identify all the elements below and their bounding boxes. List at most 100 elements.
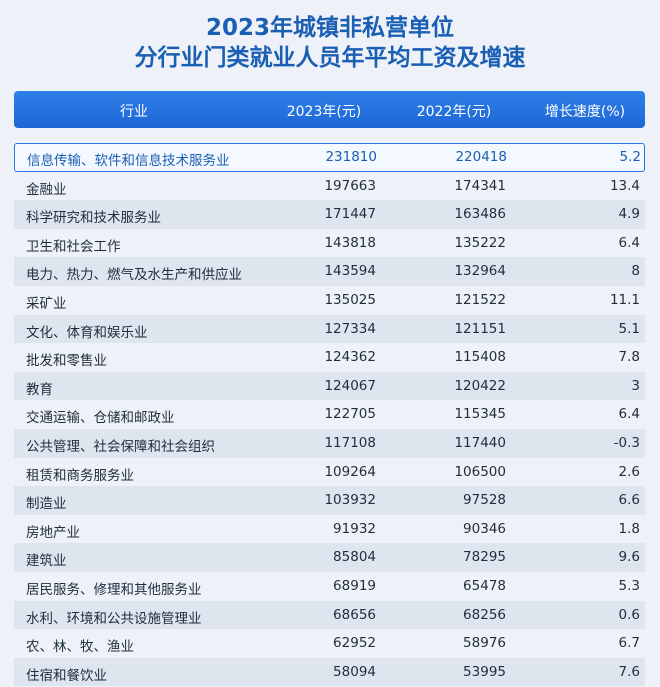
value-2022-cell: 120422 — [454, 377, 506, 394]
growth-rate-cell: -0.3 — [613, 434, 640, 451]
value-2022-cell: 220418 — [455, 149, 507, 165]
value-2022-cell: 65478 — [463, 577, 506, 594]
value-2023-cell: 127334 — [324, 320, 376, 337]
table-row: 文化、体育和娱乐业 127334 121151 5.1 — [14, 314, 645, 344]
growth-rate-cell: 6.6 — [618, 492, 640, 509]
table-row: 居民服务、修理和其他服务业 68919 65478 5.3 — [14, 572, 645, 601]
value-2022-cell: 121522 — [454, 291, 506, 308]
value-2023-cell: 91932 — [333, 520, 376, 537]
table-row: 农、林、牧、渔业 62952 58976 6.7 — [14, 629, 645, 658]
value-2023-cell: 135025 — [324, 291, 376, 308]
industry-cell: 电力、热力、燃气及水生产和供应业 — [26, 267, 242, 284]
value-2023-cell: 58094 — [333, 663, 376, 680]
value-2022-cell: 115345 — [454, 406, 506, 423]
value-2023-cell: 62952 — [333, 635, 376, 652]
industry-cell: 金融业 — [26, 181, 67, 198]
header-2023: 2023年(元) — [286, 104, 362, 120]
value-2023-cell: 143594 — [324, 263, 376, 280]
table-row: 住宿和餐饮业 58094 53995 7.6 — [14, 657, 645, 687]
growth-rate-cell: 5.2 — [619, 149, 641, 165]
table-row: 制造业 103932 97528 6.6 — [14, 486, 645, 515]
value-2022-cell: 115408 — [454, 349, 506, 366]
table-row: 公共管理、社会保障和社会组织 117108 117440 -0.3 — [14, 428, 645, 458]
industry-cell: 信息传输、软件和信息技术服务业 — [27, 153, 230, 169]
header-growth-rate: 增长速度(%) — [544, 104, 626, 120]
industry-cell: 教育 — [26, 381, 53, 398]
growth-rate-cell: 6.4 — [618, 234, 640, 251]
growth-rate-cell: 5.1 — [618, 320, 640, 337]
table-row: 卫生和社会工作 143818 135222 6.4 — [14, 229, 645, 258]
industry-cell: 批发和零售业 — [26, 353, 107, 370]
header-2022: 2022年(元) — [416, 104, 492, 120]
value-2022-cell: 121151 — [454, 320, 506, 337]
table-row: 租赁和商务服务业 109264 106500 2.6 — [14, 458, 645, 487]
value-2022-cell: 90346 — [463, 520, 506, 537]
value-2022-cell: 68256 — [463, 606, 506, 623]
value-2023-cell: 171447 — [324, 206, 376, 223]
industry-cell: 水利、环境和公共设施管理业 — [26, 610, 202, 627]
industry-cell: 居民服务、修理和其他服务业 — [26, 581, 202, 598]
growth-rate-cell: 0.6 — [618, 606, 640, 623]
value-2023-cell: 103932 — [324, 492, 376, 509]
growth-rate-cell: 7.8 — [618, 349, 640, 366]
table-header: 行业 2023年(元) 2022年(元) 增长速度(%) — [14, 91, 645, 128]
growth-rate-cell: 3 — [631, 377, 640, 394]
value-2022-cell: 106500 — [454, 463, 506, 480]
value-2022-cell: 58976 — [463, 635, 506, 652]
growth-rate-cell: 2.6 — [618, 463, 640, 480]
value-2022-cell: 53995 — [463, 663, 506, 680]
value-2023-cell: 117108 — [324, 434, 376, 451]
growth-rate-cell: 6.7 — [618, 635, 640, 652]
value-2023-cell: 124362 — [324, 349, 376, 366]
growth-rate-cell: 4.9 — [618, 206, 640, 223]
growth-rate-cell: 11.1 — [609, 291, 640, 308]
value-2023-cell: 85804 — [333, 549, 376, 566]
growth-rate-cell: 6.4 — [618, 406, 640, 423]
value-2023-cell: 197663 — [324, 177, 376, 194]
growth-rate-cell: 5.3 — [618, 577, 640, 594]
table-row: 电力、热力、燃气及水生产和供应业 143594 132964 8 — [14, 257, 645, 286]
value-2023-cell: 231810 — [325, 149, 377, 165]
table-row: 金融业 197663 174341 13.4 — [14, 172, 645, 201]
value-2022-cell: 135222 — [454, 234, 506, 251]
table-row: 科学研究和技术服务业 171447 163486 4.9 — [14, 200, 645, 229]
table-row: 建筑业 85804 78295 9.6 — [14, 543, 645, 572]
value-2022-cell: 97528 — [463, 492, 506, 509]
growth-rate-cell: 8 — [631, 263, 640, 280]
table-row: 房地产业 91932 90346 1.8 — [14, 515, 645, 544]
table-row: 信息传输、软件和信息技术服务业 231810 220418 5.2 — [14, 143, 645, 172]
growth-rate-cell: 9.6 — [618, 549, 640, 566]
industry-cell: 卫生和社会工作 — [26, 238, 121, 255]
value-2022-cell: 132964 — [454, 263, 506, 280]
value-2023-cell: 68656 — [333, 606, 376, 623]
page-title: 2023年城镇非私营单位 — [205, 15, 454, 41]
industry-cell: 房地产业 — [26, 524, 80, 541]
industry-cell: 文化、体育和娱乐业 — [26, 324, 148, 341]
value-2023-cell: 143818 — [324, 234, 376, 251]
growth-rate-cell: 1.8 — [618, 520, 640, 537]
industry-cell: 交通运输、仓储和邮政业 — [26, 410, 175, 427]
growth-rate-cell: 7.6 — [618, 663, 640, 680]
value-2022-cell: 174341 — [454, 177, 506, 194]
value-2022-cell: 117440 — [454, 434, 506, 451]
value-2022-cell: 163486 — [454, 206, 506, 223]
industry-cell: 采矿业 — [26, 295, 67, 312]
growth-rate-cell: 13.4 — [609, 177, 640, 194]
industry-cell: 制造业 — [26, 496, 67, 513]
value-2023-cell: 124067 — [324, 377, 376, 394]
value-2023-cell: 109264 — [324, 463, 376, 480]
table-body: 信息传输、软件和信息技术服务业 231810 220418 5.2 金融业 197663 1… — [14, 143, 645, 687]
industry-cell: 公共管理、社会保障和社会组织 — [26, 438, 215, 455]
page-subtitle: 分行业门类就业人员年平均工资及增速 — [134, 45, 526, 71]
table-row: 水利、环境和公共设施管理业 68656 68256 0.6 — [14, 600, 645, 630]
table-row: 交通运输、仓储和邮政业 122705 115345 6.4 — [14, 400, 645, 429]
value-2023-cell: 68919 — [333, 577, 376, 594]
value-2022-cell: 78295 — [463, 549, 506, 566]
industry-cell: 建筑业 — [26, 553, 67, 570]
industry-cell: 住宿和餐饮业 — [26, 667, 107, 684]
header-industry: 行业 — [120, 104, 148, 120]
table-row: 教育 124067 120422 3 — [14, 371, 645, 401]
table-row: 批发和零售业 124362 115408 7.8 — [14, 343, 645, 372]
table-row: 采矿业 135025 121522 11.1 — [14, 286, 645, 315]
